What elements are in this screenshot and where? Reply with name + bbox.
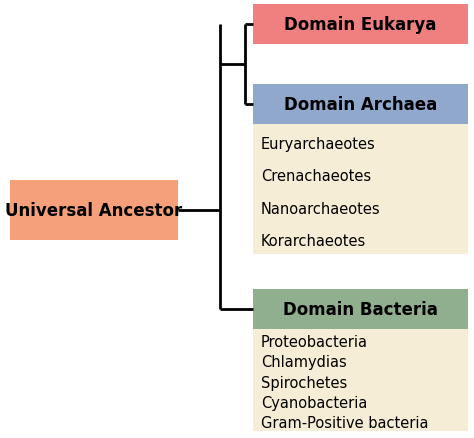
Text: Domain Eukarya: Domain Eukarya [284,16,437,34]
FancyBboxPatch shape [253,290,468,329]
Text: Chlamydias: Chlamydias [261,354,347,369]
FancyBboxPatch shape [253,125,468,254]
Text: Gram-Positive bacteria: Gram-Positive bacteria [261,415,428,431]
FancyBboxPatch shape [253,85,468,125]
Text: Crenachaeotes: Crenachaeotes [261,169,371,184]
Text: Spirochetes: Spirochetes [261,374,347,390]
Text: Nanoarchaeotes: Nanoarchaeotes [261,201,381,216]
FancyBboxPatch shape [253,5,468,45]
Text: Universal Ancestor: Universal Ancestor [5,201,182,219]
FancyBboxPatch shape [10,180,178,240]
Text: Domain Archaea: Domain Archaea [284,96,437,114]
Text: Euryarchaeotes: Euryarchaeotes [261,137,376,152]
FancyBboxPatch shape [253,329,468,431]
Text: Korarchaeotes: Korarchaeotes [261,234,366,249]
Text: Proteobacteria: Proteobacteria [261,334,368,349]
Text: Cyanobacteria: Cyanobacteria [261,395,367,410]
Text: Domain Bacteria: Domain Bacteria [283,300,438,318]
